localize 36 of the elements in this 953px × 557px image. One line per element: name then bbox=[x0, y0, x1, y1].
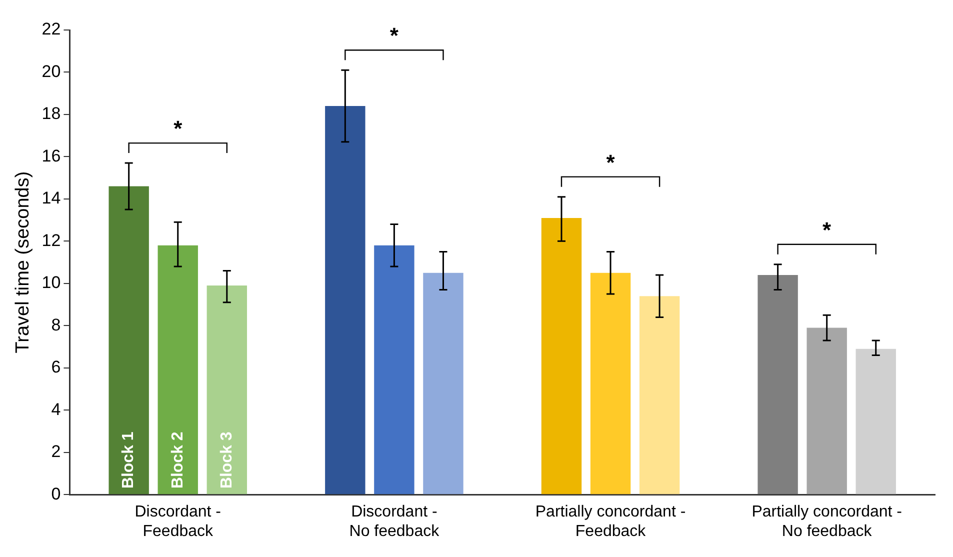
annotation: * bbox=[174, 116, 183, 142]
y-tick-label: 2 bbox=[51, 442, 61, 462]
y-axis-title: Travel time (seconds) bbox=[12, 171, 34, 354]
bar bbox=[590, 272, 631, 494]
y-tick-label: 8 bbox=[51, 315, 61, 334]
y-tick-label: 22 bbox=[42, 20, 61, 39]
bar bbox=[639, 296, 680, 494]
bar bbox=[806, 328, 847, 494]
x-tick-label: Partially concordant - No feedback bbox=[752, 504, 902, 540]
x-tick-label: Partially concordant - Feedback bbox=[535, 504, 686, 540]
bar bbox=[758, 274, 798, 494]
annotation: * bbox=[822, 217, 832, 242]
series-label: Block 1 bbox=[120, 432, 138, 489]
y-tick-label: 18 bbox=[42, 104, 61, 124]
bar bbox=[206, 286, 248, 494]
bar bbox=[374, 245, 414, 494]
y-tick-label: 0 bbox=[51, 484, 61, 504]
bar bbox=[541, 218, 582, 494]
y-tick-label: 14 bbox=[42, 188, 61, 208]
bar bbox=[423, 272, 464, 494]
x-tick-label: Discordant - No feedback bbox=[349, 504, 440, 540]
y-tick-label: 6 bbox=[51, 358, 61, 377]
annotation: * bbox=[606, 150, 616, 175]
x-tick-label: Discordant - Feedback bbox=[134, 504, 221, 540]
y-tick-label: 4 bbox=[51, 400, 61, 419]
annotation: * bbox=[390, 23, 399, 48]
y-tick-label: 16 bbox=[42, 146, 61, 166]
series-label: Block 3 bbox=[218, 432, 236, 489]
y-tick-label: 20 bbox=[42, 62, 61, 81]
bar bbox=[856, 348, 896, 494]
y-tick-label: 10 bbox=[42, 273, 61, 292]
y-tick-label: 12 bbox=[42, 230, 61, 250]
bar bbox=[325, 106, 366, 494]
bar bbox=[158, 245, 198, 494]
bar bbox=[108, 186, 149, 494]
series-label: Block 2 bbox=[169, 432, 186, 489]
